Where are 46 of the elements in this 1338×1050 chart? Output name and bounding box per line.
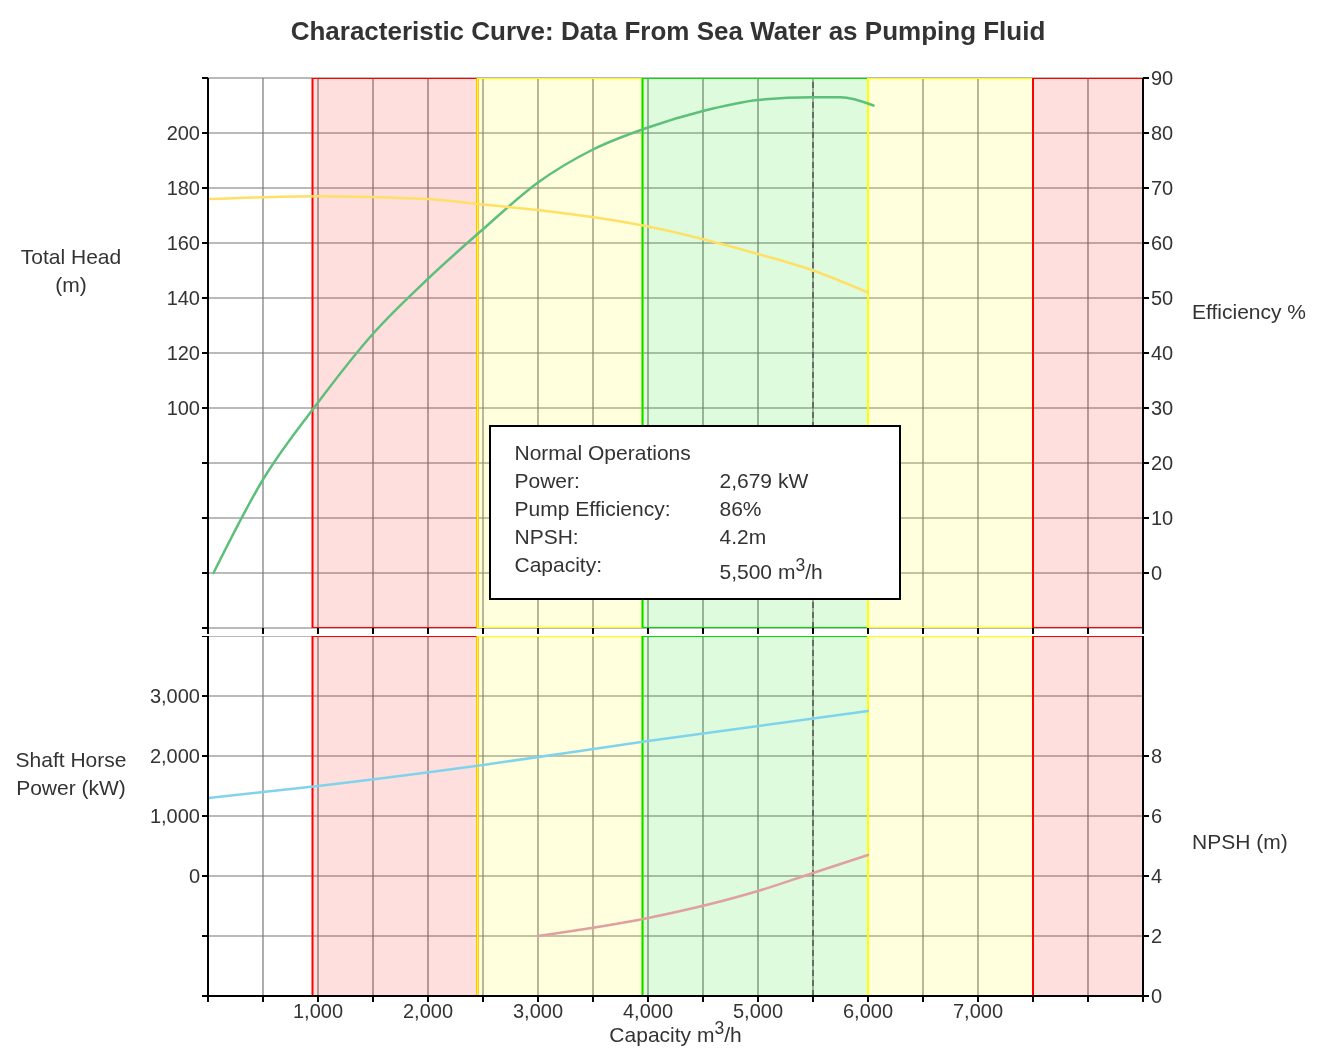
y-tick-label: 180: [166, 177, 200, 200]
annotation: Power:: [514, 467, 581, 494]
y2-tick-label: 4: [1151, 865, 1163, 888]
y2-tick-label: 20: [1151, 452, 1174, 475]
y-tick-label: 100: [166, 397, 200, 420]
y2-tick-label: 0: [1151, 562, 1163, 585]
annotation: Pump Efficiency:: [514, 495, 672, 522]
x-tick-label: 2,000: [402, 1000, 454, 1023]
annotation: 5,500 m$^{3}$/h: [719, 553, 823, 585]
y-tick-label: 1,000: [149, 805, 200, 828]
x-tick-label: 6,000: [842, 1000, 894, 1023]
y2-tick-label: 6: [1151, 805, 1163, 828]
annotation: Normal Operations: [514, 439, 692, 466]
annotation: Capacity:: [514, 551, 604, 578]
x-tick-label: 5,000: [732, 1000, 784, 1023]
y2-tick-label: 0: [1151, 985, 1163, 1008]
y2-tick-label: 30: [1151, 397, 1174, 420]
x-tick-label: 4,000: [622, 1000, 674, 1023]
y2-axis-title: NPSH (m): [1192, 829, 1289, 855]
y-tick-label: 2,000: [149, 745, 200, 768]
y-axis-title: Total Head (m): [19, 243, 123, 298]
x-tick-label: 3,000: [512, 1000, 564, 1023]
y2-tick-label: 80: [1151, 122, 1174, 145]
y2-tick-label: 40: [1151, 342, 1174, 365]
annotation: 4.2m: [719, 523, 767, 550]
y-tick-label: 120: [166, 342, 200, 365]
y2-tick-label: 60: [1151, 232, 1174, 255]
y2-axis-title: Efficiency %: [1192, 298, 1307, 325]
y2-tick-label: 10: [1151, 507, 1174, 530]
annotation: 86%: [719, 495, 762, 522]
y-tick-label: 200: [166, 122, 200, 145]
y2-tick-label: 50: [1151, 287, 1174, 310]
y2-tick-label: 2: [1151, 925, 1163, 948]
y-tick-label: 0: [188, 865, 200, 888]
y2-tick-label: 90: [1151, 67, 1174, 90]
y-tick-label: 160: [166, 232, 200, 255]
annotation: NPSH:: [514, 523, 580, 550]
chart-title: Characteristic Curve: Data From Sea Water as Pumping Fluid: [289, 16, 1047, 47]
y2-tick-label: 8: [1151, 745, 1163, 768]
y-tick-label: 3,000: [149, 685, 200, 708]
y-axis-title: Shaft Horse Power (kW): [14, 746, 128, 801]
x-tick-label: 1,000: [292, 1000, 344, 1023]
y-tick-label: 140: [166, 287, 200, 310]
annotation: 2,679 kW: [719, 467, 809, 494]
y2-tick-label: 70: [1151, 177, 1174, 200]
x-tick-label: 7,000: [952, 1000, 1004, 1023]
